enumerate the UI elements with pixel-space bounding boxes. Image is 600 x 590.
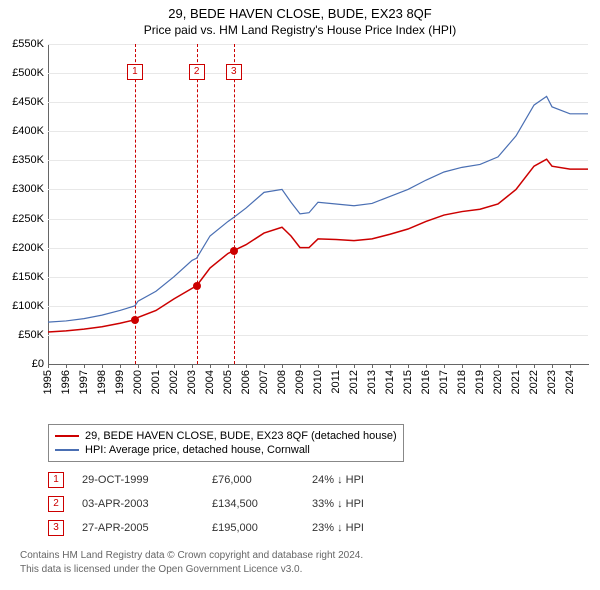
transaction-price: £134,500 [212, 498, 312, 510]
legend-swatch [55, 449, 79, 451]
transaction-index: 3 [48, 520, 64, 536]
x-axis-label: 2005 [222, 370, 234, 394]
x-axis-label: 2009 [294, 370, 306, 394]
x-tick [84, 364, 85, 368]
x-tick [408, 364, 409, 368]
x-tick [480, 364, 481, 368]
transaction-row: 3 27-APR-2005£195,00023% ↓ HPI [48, 520, 392, 536]
x-axis-label: 2013 [366, 370, 378, 394]
x-tick [120, 364, 121, 368]
legend-item: HPI: Average price, detached house, Corn… [55, 443, 397, 457]
x-axis-label: 2012 [348, 370, 360, 394]
x-axis-label: 2017 [438, 370, 450, 394]
x-tick [444, 364, 445, 368]
x-tick [264, 364, 265, 368]
x-tick [336, 364, 337, 368]
x-axis-label: 2010 [312, 370, 324, 394]
x-axis-label: 2003 [186, 370, 198, 394]
x-axis-label: 2019 [474, 370, 486, 394]
transaction-index: 1 [48, 472, 64, 488]
legend-swatch [55, 435, 79, 437]
x-tick [498, 364, 499, 368]
x-axis-label: 2022 [528, 370, 540, 394]
x-tick [102, 364, 103, 368]
x-axis-label: 2021 [510, 370, 522, 394]
x-axis-label: 2024 [564, 370, 576, 394]
x-axis-label: 2020 [492, 370, 504, 394]
chart-title: 29, BEDE HAVEN CLOSE, BUDE, EX23 8QF [0, 0, 600, 21]
x-axis-label: 1995 [42, 370, 54, 394]
series-line [48, 159, 588, 332]
x-tick [246, 364, 247, 368]
x-tick [372, 364, 373, 368]
x-tick [552, 364, 553, 368]
x-axis-label: 2018 [456, 370, 468, 394]
transaction-delta: 24% ↓ HPI [312, 474, 392, 486]
x-tick [462, 364, 463, 368]
x-axis-label: 2000 [132, 370, 144, 394]
x-tick [354, 364, 355, 368]
transaction-price: £195,000 [212, 522, 312, 534]
sale-marker [230, 247, 238, 255]
x-axis-label: 1997 [78, 370, 90, 394]
transaction-price: £76,000 [212, 474, 312, 486]
transaction-date: 27-APR-2005 [82, 522, 212, 534]
sale-marker [131, 316, 139, 324]
x-axis-label: 2007 [258, 370, 270, 394]
transaction-date: 29-OCT-1999 [82, 474, 212, 486]
x-tick [66, 364, 67, 368]
chart-area: £0£50K£100K£150K£200K£250K£300K£350K£400… [0, 40, 600, 420]
legend-label: HPI: Average price, detached house, Corn… [85, 444, 310, 456]
transaction-row: 1 29-OCT-1999£76,00024% ↓ HPI [48, 472, 392, 488]
x-axis-label: 1999 [114, 370, 126, 394]
x-axis-label: 2015 [402, 370, 414, 394]
transaction-index: 2 [48, 496, 64, 512]
x-axis-label: 1998 [96, 370, 108, 394]
x-tick [138, 364, 139, 368]
legend: 29, BEDE HAVEN CLOSE, BUDE, EX23 8QF (de… [48, 424, 404, 462]
footer-line-1: Contains HM Land Registry data © Crown c… [20, 550, 363, 561]
x-axis-label: 2006 [240, 370, 252, 394]
x-axis-label: 2008 [276, 370, 288, 394]
series-line [48, 96, 588, 322]
sale-marker [193, 282, 201, 290]
x-tick [516, 364, 517, 368]
x-tick [300, 364, 301, 368]
x-axis-label: 2023 [546, 370, 558, 394]
chart-container: 29, BEDE HAVEN CLOSE, BUDE, EX23 8QF Pri… [0, 0, 600, 590]
x-axis-label: 2004 [204, 370, 216, 394]
x-tick [174, 364, 175, 368]
x-axis-label: 1996 [60, 370, 72, 394]
x-tick [192, 364, 193, 368]
x-tick [228, 364, 229, 368]
transaction-row: 2 03-APR-2003£134,50033% ↓ HPI [48, 496, 392, 512]
x-tick [570, 364, 571, 368]
x-axis-label: 2011 [330, 370, 342, 394]
transaction-delta: 23% ↓ HPI [312, 522, 392, 534]
x-tick [156, 364, 157, 368]
footer-line-2: This data is licensed under the Open Gov… [20, 564, 302, 575]
x-axis-label: 2001 [150, 370, 162, 394]
x-tick [48, 364, 49, 368]
x-tick [282, 364, 283, 368]
x-axis-label: 2002 [168, 370, 180, 394]
x-tick [390, 364, 391, 368]
transaction-date: 03-APR-2003 [82, 498, 212, 510]
legend-item: 29, BEDE HAVEN CLOSE, BUDE, EX23 8QF (de… [55, 429, 397, 443]
x-axis-label: 2014 [384, 370, 396, 394]
transaction-delta: 33% ↓ HPI [312, 498, 392, 510]
x-tick [534, 364, 535, 368]
line-layer [0, 40, 588, 364]
legend-label: 29, BEDE HAVEN CLOSE, BUDE, EX23 8QF (de… [85, 430, 397, 442]
x-axis-label: 2016 [420, 370, 432, 394]
x-tick [318, 364, 319, 368]
x-tick [426, 364, 427, 368]
x-tick [210, 364, 211, 368]
